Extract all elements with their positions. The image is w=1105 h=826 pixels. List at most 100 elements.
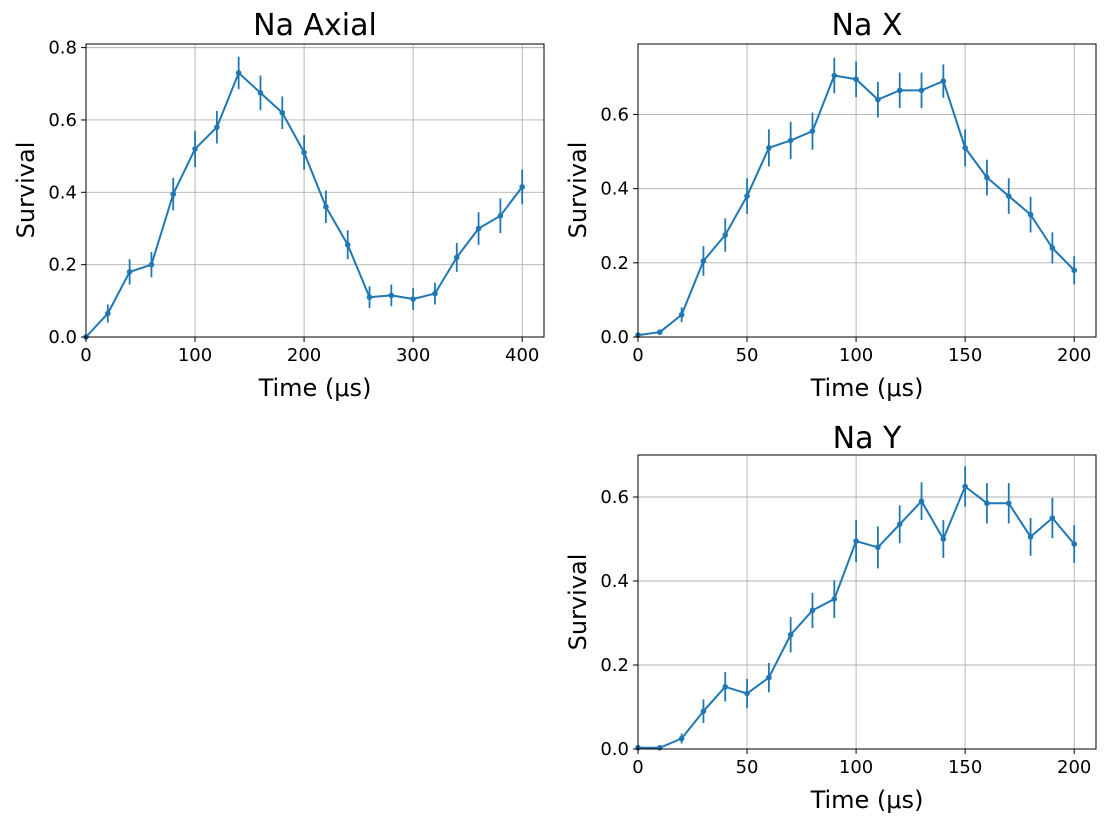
data-point [896,87,903,94]
data-point [366,294,373,301]
x-tick-label: 100 [178,345,212,366]
data-point [744,193,750,199]
plot-area: 0 50 100 150 200 0.0 0.2 0.4 0.6 [600,454,1097,778]
x-tick-label: 150 [948,345,982,366]
data-point [453,254,460,261]
axes-frame [637,43,1097,338]
data-point [744,690,750,697]
data-point [722,684,729,690]
data-point [722,232,729,238]
y-tick-label: 0.4 [600,571,629,592]
data-point [519,184,525,190]
x-tick-label: 0 [632,757,643,778]
y-tick-label: 0.6 [48,110,77,131]
data-point [279,109,286,116]
data-point [432,290,438,297]
data-point [1005,500,1012,507]
data-point [192,146,198,152]
data-point [323,203,329,210]
data-point [1027,211,1034,218]
data-point [896,521,903,528]
y-tick-label: 0.6 [600,104,629,125]
x-tick-label: 200 [1057,757,1091,778]
data-point [940,536,947,542]
y-tick-label: 0.0 [600,739,629,760]
data-point [809,607,816,614]
data-point [962,483,968,490]
data-point [700,258,707,264]
x-tick-label: 50 [736,345,759,366]
data-point [875,96,881,103]
chart-title: Na X [832,8,903,43]
data-point [497,213,504,219]
y-axis-label: Survival [564,554,592,651]
axes-frame [637,454,1097,750]
data-point [766,674,772,681]
data-point [1071,541,1077,547]
data-point [388,292,395,299]
plot-area: 0 50 100 150 200 0.0 0.2 0.4 0.6 [600,43,1097,366]
x-tick-label: 300 [396,345,430,366]
data-point [809,128,816,134]
data-point [787,631,794,638]
data-point [678,311,685,318]
data-point [257,90,264,96]
y-axis-label: Survival [12,142,40,239]
panel-na-y: Na Y Time (μs) Survival 0 50 100 150 200 0.0 0… [564,421,1097,814]
panel-na-x: Na X Time (μs) Survival 0 50 100 150 2000.00… [564,8,1097,402]
data-point [853,538,859,544]
data-point [984,174,990,181]
data-point [657,744,663,751]
data-point [214,124,220,130]
panel-na-axial: Na Axial Time (μs) Survival 0 100 200 300 40… [12,8,545,402]
x-axis-label: Time (μs) [810,374,924,402]
data-point [918,498,925,505]
data-point [853,76,859,83]
chart-title: Na Y [833,421,902,456]
data-point [148,261,155,268]
data-point [126,269,133,275]
y-tick-label: 0.4 [600,179,629,200]
data-point [918,87,925,94]
data-point [678,735,685,742]
chart-title: Na Axial [253,8,377,43]
x-tick-label: 100 [839,345,873,366]
x-axis-label: Time (μs) [810,786,924,814]
data-point [700,708,707,714]
data-point [1005,193,1012,199]
data-point [831,596,838,602]
y-tick-label: 0.8 [48,38,77,59]
data-point [962,145,968,151]
x-tick-label: 200 [287,345,321,366]
data-point [475,225,482,232]
data-point [1049,515,1056,521]
plot-area: 0 100 200 300 400 0.0 0.2 0.4 0.6 0.8 [48,38,545,366]
data-point [344,241,351,248]
data-point [940,78,947,84]
data-point [984,500,990,507]
x-tick-label: 0 [632,345,643,366]
axes-frame [85,43,545,338]
y-tick-label: 0.4 [48,182,77,203]
data-point [1049,245,1056,251]
data-point [170,191,177,197]
y-tick-label: 0.2 [600,253,629,274]
y-tick-label: 0.6 [600,487,629,508]
data-point [875,544,881,551]
x-tick-label: 200 [1057,345,1091,366]
y-axis-label: Survival [564,142,592,239]
x-tick-label: 100 [839,757,873,778]
x-tick-label: 150 [948,757,982,778]
x-tick-label: 50 [736,757,759,778]
data-point [766,145,772,151]
data-point [235,70,242,76]
y-tick-label: 0.2 [48,255,77,276]
x-axis-label: Time (μs) [258,374,372,402]
data-point [787,137,794,144]
y-tick-label: 0.0 [48,327,77,348]
x-tick-label: 0 [80,345,91,366]
data-point [410,296,416,302]
data-point [1071,267,1077,274]
